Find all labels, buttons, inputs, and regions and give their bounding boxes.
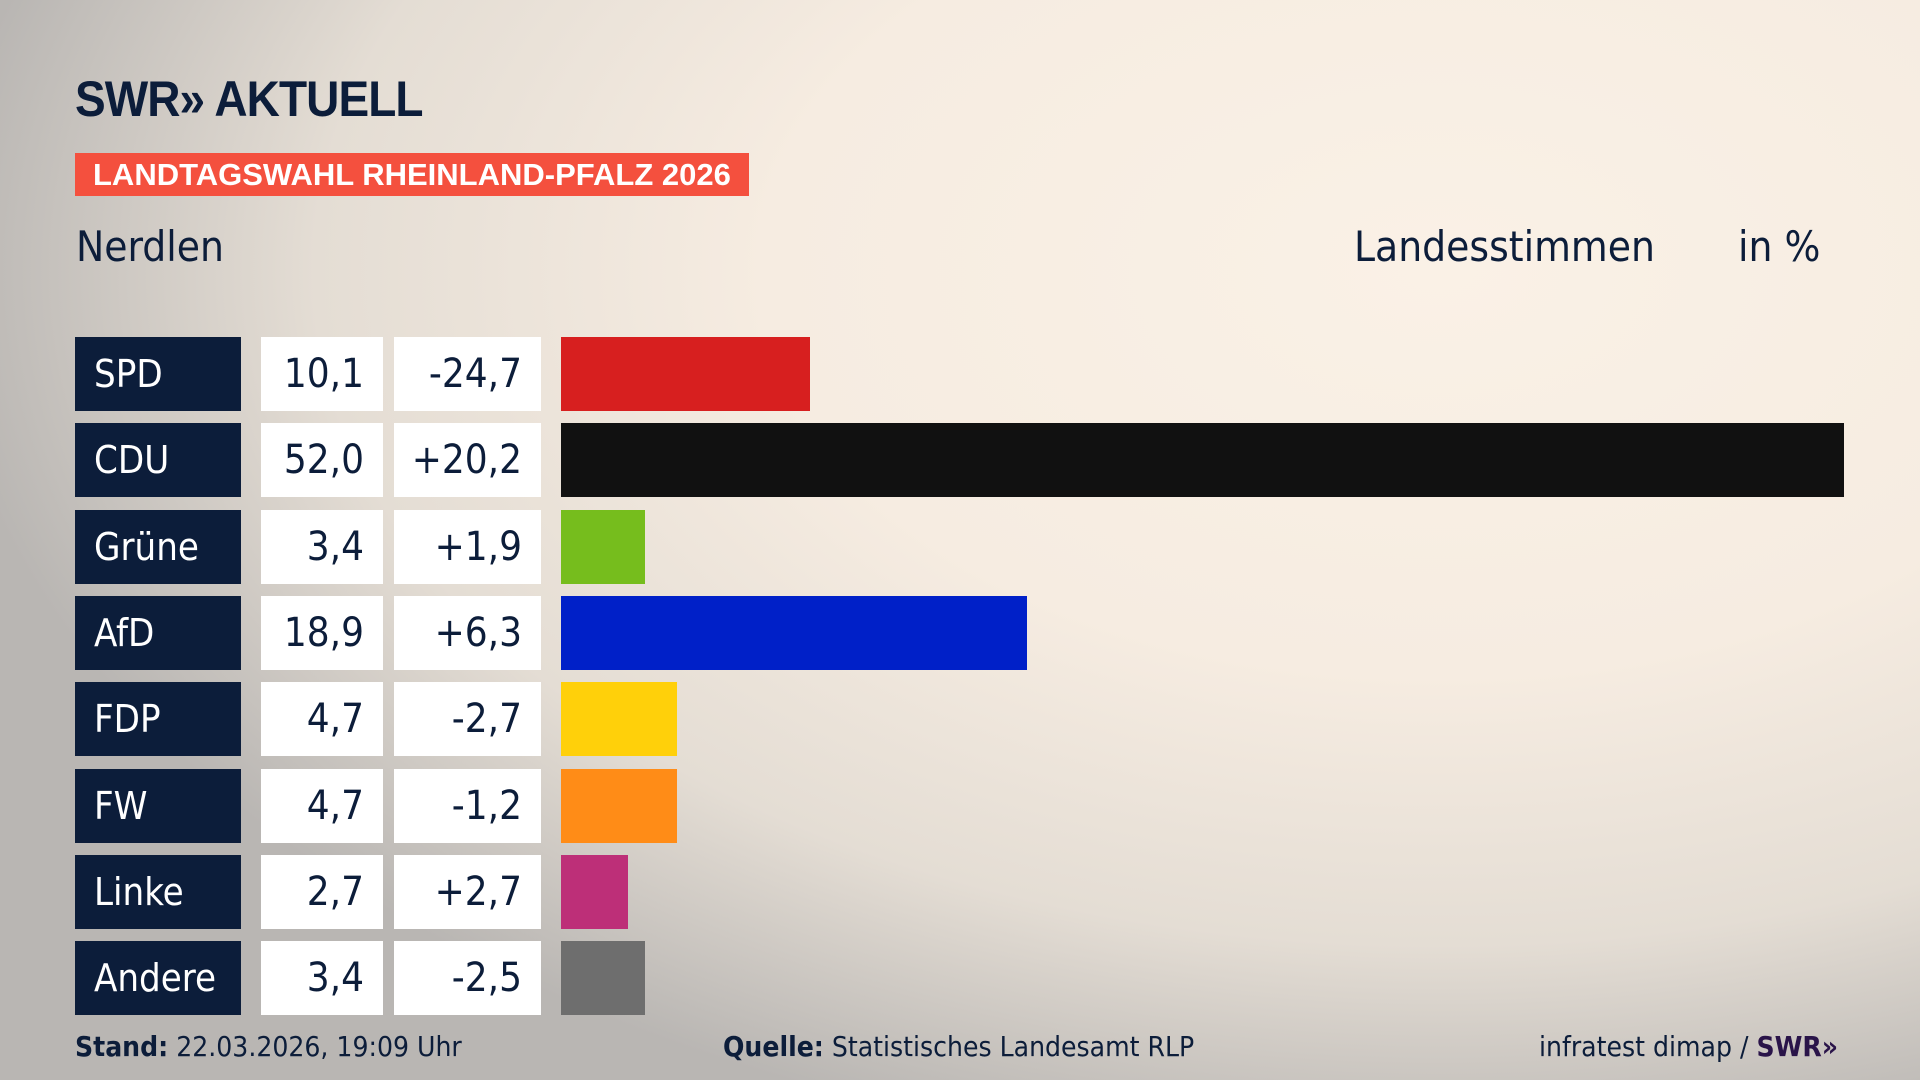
bar-spd <box>561 337 811 411</box>
diff-label: +2,7 <box>394 854 541 929</box>
party-label: Andere <box>75 941 241 1016</box>
stand-label: Stand: <box>75 1030 169 1063</box>
diff-label: -1,2 <box>394 768 541 843</box>
party-label: Linke <box>75 854 241 929</box>
bar-cdu <box>561 423 1844 498</box>
swr-aktuell-logo: SWR» AKTUELL <box>75 71 423 127</box>
credit-text: infratest dimap / <box>1539 1030 1749 1063</box>
diff-label: -24,7 <box>394 337 541 411</box>
bar-andere <box>561 941 645 1016</box>
election-banner: LANDTAGSWAHL RHEINLAND-PFALZ 2026 <box>75 153 749 196</box>
value-label: 10,1 <box>261 337 383 411</box>
bar-linke <box>561 854 628 929</box>
diff-label: +1,9 <box>394 509 541 584</box>
value-label: 52,0 <box>261 423 383 498</box>
bar-grüne <box>561 509 645 584</box>
party-label: CDU <box>75 423 241 498</box>
party-label: Grüne <box>75 509 241 584</box>
location-title: Nerdlen <box>76 222 225 271</box>
party-label: SPD <box>75 337 241 411</box>
value-label: 18,9 <box>261 595 383 670</box>
bar-afd <box>561 595 1028 670</box>
swr-brand: SWR» <box>1756 1030 1839 1063</box>
timestamp: Stand: 22.03.2026, 19:09 Uhr <box>75 1030 462 1063</box>
party-label: FDP <box>75 682 241 757</box>
diff-label: -2,7 <box>394 682 541 757</box>
unit-header: in % <box>1738 222 1821 271</box>
votes-header: Landesstimmen <box>1354 222 1655 271</box>
value-label: 3,4 <box>261 941 383 1016</box>
stand-value: 22.03.2026, 19:09 Uhr <box>176 1030 462 1063</box>
credit: infratest dimap / SWR» <box>1539 1030 1838 1063</box>
value-label: 4,7 <box>261 768 383 843</box>
diff-label: +20,2 <box>394 423 541 498</box>
bar-fdp <box>561 682 677 757</box>
value-label: 2,7 <box>261 854 383 929</box>
bar-fw <box>561 768 677 843</box>
value-label: 3,4 <box>261 509 383 584</box>
diff-label: +6,3 <box>394 595 541 670</box>
value-label: 4,7 <box>261 682 383 757</box>
source-value: Statistisches Landesamt RLP <box>831 1030 1195 1063</box>
party-label: FW <box>75 768 241 843</box>
party-label: AfD <box>75 595 241 670</box>
source-label: Quelle: <box>723 1030 824 1063</box>
diff-label: -2,5 <box>394 941 541 1016</box>
source: Quelle: Statistisches Landesamt RLP <box>723 1030 1194 1063</box>
